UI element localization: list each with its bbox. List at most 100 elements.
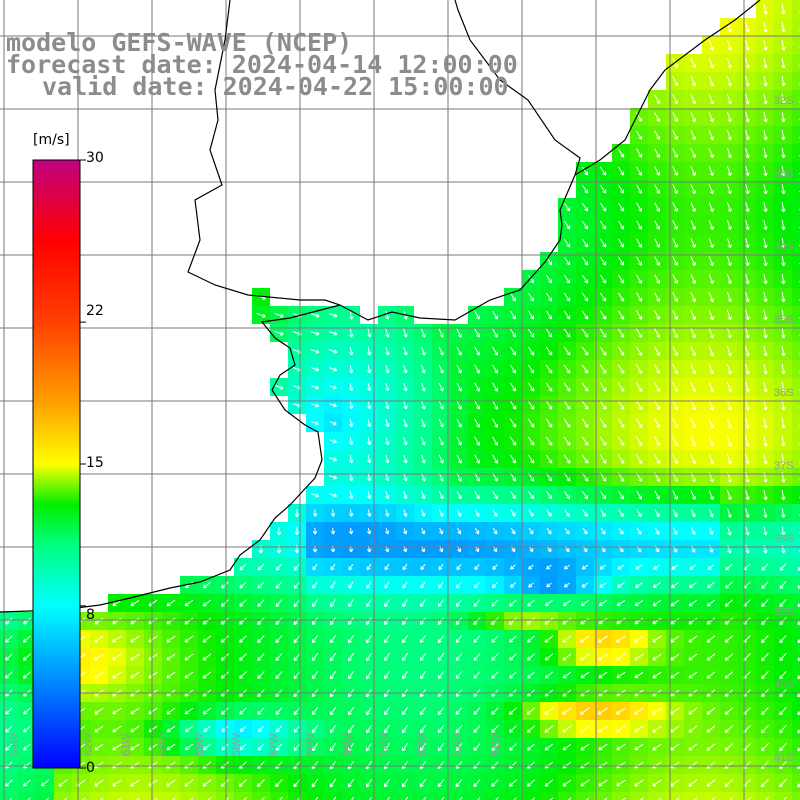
wind-arrow <box>135 797 140 800</box>
wind-arrow <box>708 57 714 69</box>
wind-arrow <box>473 707 481 715</box>
wind-arrow <box>706 671 716 679</box>
wind-arrow <box>670 599 680 607</box>
wind-arrow <box>420 454 426 464</box>
wind-arrow <box>781 238 786 249</box>
wind-arrow <box>275 671 283 680</box>
wind-arrow <box>384 671 390 680</box>
wind-arrow <box>367 509 372 517</box>
wind-arrow <box>166 779 176 787</box>
wind-arrow <box>690 57 697 69</box>
wind-arrow <box>635 274 643 284</box>
wind-arrow <box>653 436 661 447</box>
wind-arrow <box>726 399 732 411</box>
wind-arrow <box>797 783 800 788</box>
wind-arrow <box>636 166 642 176</box>
wind-arrow <box>779 563 787 571</box>
wind-arrow <box>654 346 661 357</box>
wind-arrow <box>781 544 786 554</box>
wind-arrow <box>166 671 176 679</box>
wind-arrow <box>311 421 319 426</box>
wind-arrow <box>690 130 696 141</box>
colorbar-tick-22: 22 <box>86 303 104 319</box>
wind-arrow <box>708 453 714 465</box>
wind-arrow <box>635 436 643 447</box>
wind-arrow <box>509 436 517 446</box>
wind-arrow <box>581 292 589 302</box>
wind-arrow <box>724 779 734 787</box>
wind-arrow <box>367 436 372 446</box>
wind-arrow <box>617 166 625 176</box>
wind-arrow <box>708 345 714 357</box>
wind-arrow <box>549 797 554 800</box>
longitude-label: 64W <box>9 733 21 756</box>
wind-arrow <box>403 346 408 356</box>
wind-arrow <box>455 599 463 607</box>
wind-arrow <box>311 652 319 662</box>
wind-arrow <box>491 743 499 751</box>
wind-arrow <box>581 256 589 266</box>
wind-arrow <box>383 778 391 788</box>
wind-arrow <box>616 779 626 787</box>
wind-arrow <box>763 544 768 554</box>
wind-arrow <box>763 237 768 249</box>
wind-arrow <box>207 797 212 800</box>
wind-arrow <box>492 509 498 517</box>
wind-arrow <box>455 617 463 626</box>
wind-arrow <box>311 367 320 372</box>
wind-arrow <box>202 671 212 679</box>
wind-arrow <box>311 599 319 607</box>
wind-arrow <box>585 797 590 800</box>
wind-arrow <box>618 527 624 535</box>
wind-arrow <box>348 581 354 589</box>
wind-arrow <box>509 725 517 733</box>
wind-arrow <box>563 564 570 570</box>
wind-arrow <box>581 166 589 176</box>
wind-arrow <box>672 435 679 447</box>
wind-arrow <box>221 743 229 751</box>
wind-arrow <box>745 21 750 33</box>
wind-arrow <box>130 779 140 787</box>
wind-arrow <box>580 617 590 625</box>
wind-arrow <box>58 779 68 787</box>
wind-arrow <box>202 635 212 643</box>
wind-arrow <box>564 509 570 517</box>
wind-arrow <box>672 166 679 176</box>
wind-arrow <box>366 706 372 716</box>
wind-arrow <box>745 57 750 69</box>
wind-arrow <box>598 671 608 679</box>
wind-arrow <box>130 635 140 643</box>
wind-arrow <box>706 707 716 715</box>
wind-cell <box>234 792 252 800</box>
wind-arrow <box>599 238 607 248</box>
wind-arrow <box>652 635 662 643</box>
wind-arrow <box>528 509 534 517</box>
wind-arrow <box>652 725 662 733</box>
wind-arrow <box>184 779 194 787</box>
wind-arrow <box>726 184 732 195</box>
wind-arrow <box>492 346 498 356</box>
longitude-label: 61W <box>120 733 132 756</box>
wind-arrow <box>745 544 750 554</box>
wind-arrow <box>5 725 13 733</box>
wind-arrow <box>652 653 662 661</box>
wind-arrow <box>112 743 122 751</box>
wind-arrow <box>117 797 122 800</box>
wind-arrow <box>491 779 499 787</box>
wind-arrow <box>636 527 642 535</box>
wind-arrow <box>492 310 498 320</box>
wind-arrow <box>202 617 212 625</box>
wind-arrow <box>455 725 463 734</box>
wind-cell <box>792 432 800 450</box>
wind-arrow <box>509 743 517 751</box>
wind-arrow <box>563 256 571 266</box>
wind-arrow <box>726 363 732 375</box>
wind-arrow <box>546 527 552 535</box>
wind-arrow <box>420 581 426 589</box>
wind-arrow <box>639 797 644 800</box>
wind-arrow <box>672 184 678 194</box>
wind-arrow <box>403 400 408 410</box>
wind-cell <box>792 774 800 792</box>
wind-arrow <box>279 796 283 800</box>
wind-arrow <box>544 671 554 679</box>
